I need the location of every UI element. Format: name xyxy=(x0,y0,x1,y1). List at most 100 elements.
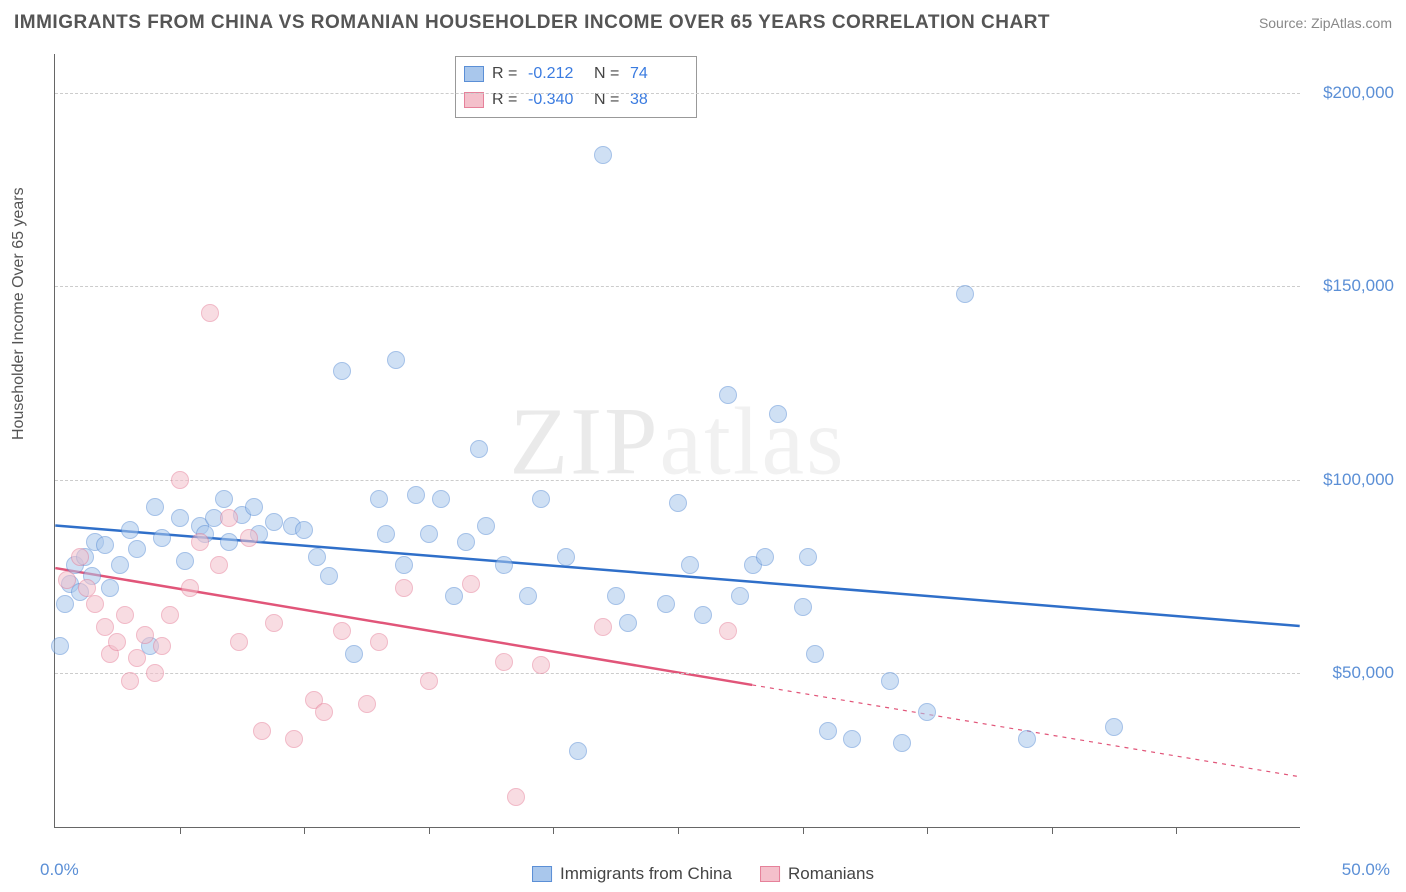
data-point xyxy=(557,548,575,566)
data-point xyxy=(594,618,612,636)
data-point xyxy=(96,536,114,554)
y-tick-label: $150,000 xyxy=(1323,276,1394,296)
x-axis-max-label: 50.0% xyxy=(1342,860,1390,880)
data-point xyxy=(470,440,488,458)
data-point xyxy=(669,494,687,512)
data-point xyxy=(128,540,146,558)
data-point xyxy=(569,742,587,760)
data-point xyxy=(495,556,513,574)
data-point xyxy=(799,548,817,566)
data-point xyxy=(843,730,861,748)
data-point xyxy=(201,304,219,322)
data-point xyxy=(377,525,395,543)
data-point xyxy=(445,587,463,605)
x-tick xyxy=(180,827,181,834)
data-point xyxy=(794,598,812,616)
data-point xyxy=(358,695,376,713)
data-point xyxy=(220,509,238,527)
data-point xyxy=(345,645,363,663)
data-point xyxy=(171,509,189,527)
data-point xyxy=(108,633,126,651)
series-legend: Immigrants from China Romanians xyxy=(532,864,874,884)
data-point xyxy=(719,386,737,404)
data-point xyxy=(370,633,388,651)
source-name: ZipAtlas.com xyxy=(1311,15,1392,31)
data-point xyxy=(806,645,824,663)
data-point xyxy=(308,548,326,566)
data-point xyxy=(457,533,475,551)
n-label: N = xyxy=(594,87,622,113)
data-point xyxy=(719,622,737,640)
data-point xyxy=(153,637,171,655)
data-point xyxy=(121,521,139,539)
y-axis-label: Householder Income Over 65 years xyxy=(10,187,28,440)
legend-swatch xyxy=(532,866,552,882)
x-tick xyxy=(803,827,804,834)
legend-swatch xyxy=(760,866,780,882)
data-point xyxy=(1105,718,1123,736)
stats-row: R =-0.340N =38 xyxy=(464,87,688,113)
r-value: -0.212 xyxy=(528,61,586,87)
data-point xyxy=(153,529,171,547)
grid-line xyxy=(55,286,1300,287)
grid-line xyxy=(55,673,1300,674)
data-point xyxy=(387,351,405,369)
data-point xyxy=(96,618,114,636)
n-value: 74 xyxy=(630,61,688,87)
data-point xyxy=(532,656,550,674)
grid-line xyxy=(55,480,1300,481)
data-point xyxy=(731,587,749,605)
data-point xyxy=(407,486,425,504)
source-attribution: Source: ZipAtlas.com xyxy=(1259,15,1392,31)
data-point xyxy=(694,606,712,624)
legend-label: Romanians xyxy=(788,864,874,884)
data-point xyxy=(315,703,333,721)
x-tick xyxy=(927,827,928,834)
data-point xyxy=(420,672,438,690)
data-point xyxy=(245,498,263,516)
data-point xyxy=(320,567,338,585)
chart-plot-area: ZIPatlas R =-0.212N =74R =-0.340N =38 $5… xyxy=(54,54,1300,828)
data-point xyxy=(146,664,164,682)
data-point xyxy=(918,703,936,721)
data-point xyxy=(519,587,537,605)
x-tick xyxy=(678,827,679,834)
data-point xyxy=(507,788,525,806)
data-point xyxy=(181,579,199,597)
stats-row: R =-0.212N =74 xyxy=(464,61,688,87)
r-label: R = xyxy=(492,61,520,87)
data-point xyxy=(532,490,550,508)
data-point xyxy=(893,734,911,752)
legend-swatch xyxy=(464,66,484,82)
x-tick xyxy=(429,827,430,834)
data-point xyxy=(370,490,388,508)
data-point xyxy=(295,521,313,539)
data-point xyxy=(681,556,699,574)
x-tick xyxy=(553,827,554,834)
data-point xyxy=(265,513,283,531)
data-point xyxy=(265,614,283,632)
data-point xyxy=(619,614,637,632)
y-tick-label: $200,000 xyxy=(1323,83,1394,103)
data-point xyxy=(432,490,450,508)
data-point xyxy=(128,649,146,667)
data-point xyxy=(71,548,89,566)
data-point xyxy=(51,637,69,655)
source-prefix: Source: xyxy=(1259,15,1311,31)
data-point xyxy=(146,498,164,516)
data-point xyxy=(462,575,480,593)
data-point xyxy=(477,517,495,535)
data-point xyxy=(657,595,675,613)
data-point xyxy=(191,533,209,551)
data-point xyxy=(594,146,612,164)
legend-label: Immigrants from China xyxy=(560,864,732,884)
data-point xyxy=(176,552,194,570)
data-point xyxy=(215,490,233,508)
data-point xyxy=(101,579,119,597)
data-point xyxy=(210,556,228,574)
r-label: R = xyxy=(492,87,520,113)
chart-title: IMMIGRANTS FROM CHINA VS ROMANIAN HOUSEH… xyxy=(14,12,1050,34)
data-point xyxy=(769,405,787,423)
data-point xyxy=(121,672,139,690)
data-point xyxy=(253,722,271,740)
